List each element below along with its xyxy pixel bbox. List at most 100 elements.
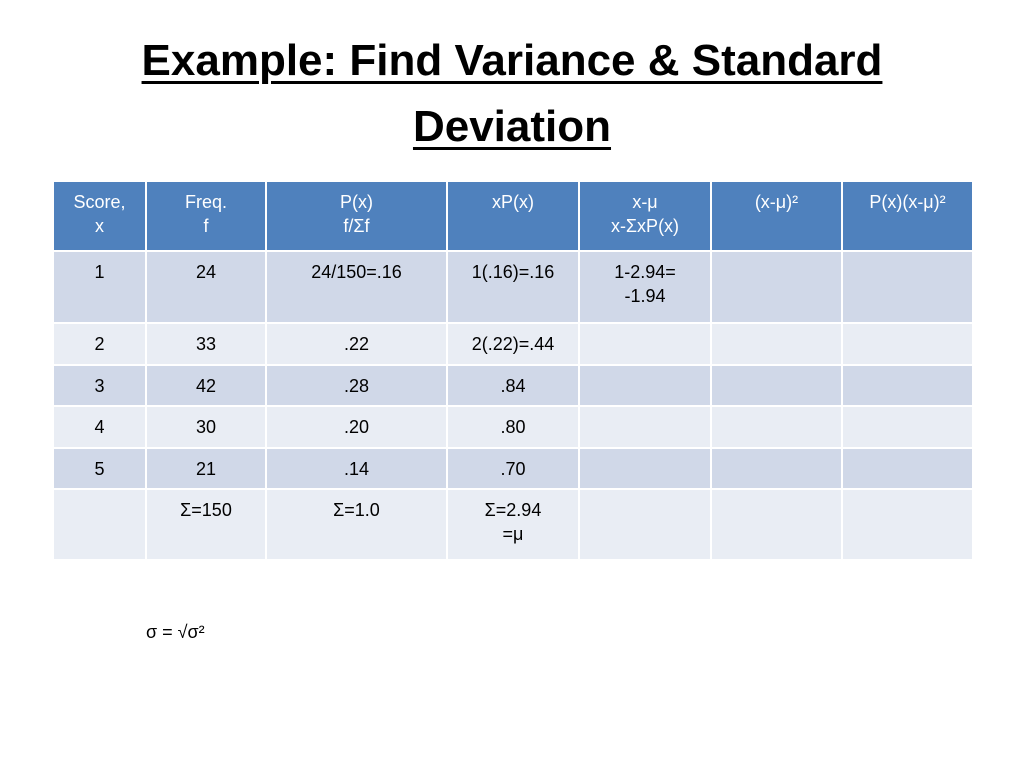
table-cell: .22: [265, 322, 448, 366]
table-cell: 4: [52, 405, 147, 449]
cell-text: .28: [343, 376, 370, 396]
table-cell: 1(.16)=.16: [446, 250, 580, 324]
table-cell: 2: [52, 322, 147, 366]
table-cell: 24/150=.16: [265, 250, 448, 324]
table-cell: [578, 322, 712, 366]
title-line: Example: Find Variance & Standard: [0, 28, 1024, 94]
cell-text: x-ΣxP(x): [610, 216, 680, 236]
cell-text: x: [95, 216, 104, 236]
table-cell: [841, 322, 974, 366]
title-text: Example: Find Variance & Standard: [141, 36, 883, 85]
table-cell: Σ=150: [145, 488, 267, 561]
cell-text: f: [203, 216, 209, 236]
cell-text: P(x): [340, 192, 373, 212]
table-cell: 1-2.94= -1.94: [578, 250, 712, 324]
table-cell: 5: [52, 447, 147, 490]
cell-text: x-μ: [632, 192, 658, 212]
data-table: Score, x Freq. f P(x) f/Σf xP(x) x-μ x-ΣxP(x) (x-…: [52, 180, 974, 561]
table-row: 2 33 .22 2(.22)=.44: [52, 322, 974, 366]
table-cell: [841, 405, 974, 449]
table-cell: [710, 405, 843, 449]
table-cell: 1: [52, 250, 147, 324]
table-cell: [578, 488, 712, 561]
cell-text: .70: [500, 459, 526, 479]
cell-text: 24: [195, 262, 217, 282]
table-cell: [710, 364, 843, 407]
table-cell: [710, 447, 843, 490]
formula: σ = √σ²: [146, 622, 205, 642]
cell-text: f/Σf: [343, 216, 370, 236]
title-line: Deviation: [0, 94, 1024, 160]
cell-text: Σ=150: [180, 500, 232, 520]
table-cell: [578, 405, 712, 449]
table-cell: [710, 250, 843, 324]
table-cell: [841, 447, 974, 490]
cell-text: Score,: [73, 192, 126, 212]
table-cell: (x-μ)²: [710, 180, 843, 252]
table-cell: [710, 322, 843, 366]
table-cell: 24: [145, 250, 267, 324]
cell-text: 4: [94, 417, 105, 437]
table-cell: Σ=2.94 =μ: [446, 488, 580, 561]
table-cell: Σ=1.0: [265, 488, 448, 561]
table-cell: [52, 488, 147, 561]
table-cell: P(x)(x-μ)²: [841, 180, 974, 252]
cell-text: 24/150=.16: [311, 262, 402, 282]
table-cell: [841, 250, 974, 324]
table-row: 4 30 .20 .80: [52, 405, 974, 449]
table-cell: 3: [52, 364, 147, 407]
cell-text: 30: [195, 417, 217, 437]
table-cell: .14: [265, 447, 448, 490]
table-row: 5 21 .14 .70: [52, 447, 974, 490]
table-cell: [710, 488, 843, 561]
cell-text: 1(.16)=.16: [471, 262, 555, 282]
table-cell: 42: [145, 364, 267, 407]
table-cell: .80: [446, 405, 580, 449]
cell-text: P(x)(x-μ)²: [869, 192, 946, 212]
table-cell: Score, x: [52, 180, 147, 252]
cell-text: 3: [94, 376, 105, 396]
table-cell: x-μ x-ΣxP(x): [578, 180, 712, 252]
cell-text: 5: [94, 459, 105, 479]
table-cell: [841, 364, 974, 407]
cell-text: xP(x): [492, 192, 534, 212]
cell-text: .22: [343, 334, 370, 354]
table-cell: .28: [265, 364, 448, 407]
title-text: Deviation: [412, 102, 612, 151]
cell-text: 1: [94, 262, 105, 282]
cell-text: .14: [343, 459, 370, 479]
cell-text: 2: [94, 334, 105, 354]
cell-text: 33: [195, 334, 217, 354]
cell-text: Freq.: [184, 192, 227, 212]
cell-text: Σ=2.94: [484, 500, 542, 520]
table-cell: xP(x): [446, 180, 580, 252]
table-cell: 2(.22)=.44: [446, 322, 580, 366]
cell-text: (x-μ)²: [754, 192, 799, 212]
table-cell: [841, 488, 974, 561]
table-cell: .20: [265, 405, 448, 449]
cell-text: =μ: [502, 524, 524, 544]
cell-text: Σ=1.0: [333, 500, 380, 520]
table-cell: 30: [145, 405, 267, 449]
table-row: Score, x Freq. f P(x) f/Σf xP(x) x-μ x-ΣxP(x) (x-…: [52, 180, 974, 252]
cell-text: .84: [500, 376, 526, 396]
cell-text: .80: [500, 417, 526, 437]
table-cell: 33: [145, 322, 267, 366]
cell-text: 1-2.94=: [614, 262, 676, 282]
cell-text: 42: [195, 376, 217, 396]
table-row: 3 42 .28 .84: [52, 364, 974, 407]
table-cell: 21: [145, 447, 267, 490]
slide-title: Example: Find Variance & Standard Deviati…: [0, 28, 1024, 160]
table-cell: Freq. f: [145, 180, 267, 252]
cell-text: .20: [343, 417, 370, 437]
table-cell: .84: [446, 364, 580, 407]
table-cell: P(x) f/Σf: [265, 180, 448, 252]
cell-text: 2(.22)=.44: [471, 334, 555, 354]
cell-text: -1.94: [624, 286, 666, 306]
table-row: Σ=150 Σ=1.0 Σ=2.94 =μ: [52, 488, 974, 561]
table-cell: .70: [446, 447, 580, 490]
cell-text: 21: [195, 459, 217, 479]
table-cell: [578, 447, 712, 490]
table-row: 1 24 24/150=.16 1(.16)=.16 1-2.94= -1.94: [52, 250, 974, 324]
